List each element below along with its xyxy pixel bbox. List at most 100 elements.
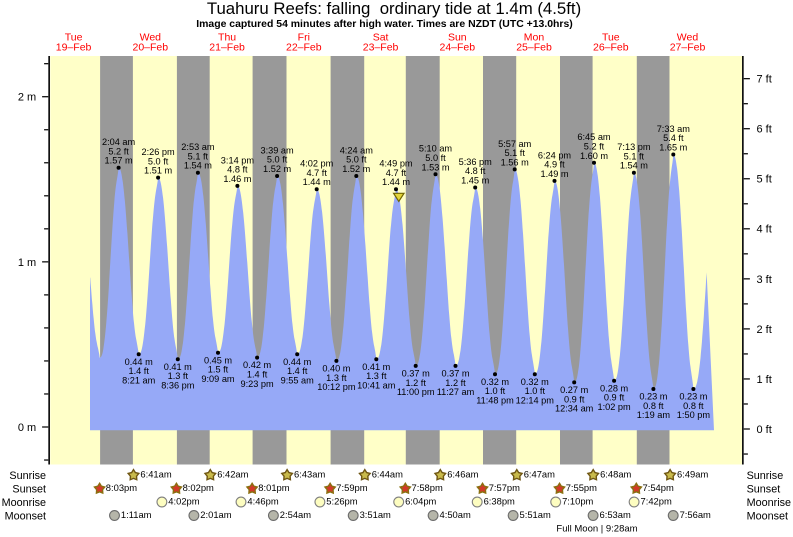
svg-text:1.46 m: 1.46 m — [223, 174, 251, 184]
svg-text:1.2 ft: 1.2 ft — [445, 378, 466, 388]
svg-text:1:50 pm: 1:50 pm — [677, 410, 711, 420]
svg-text:1.5 ft: 1.5 ft — [208, 365, 229, 375]
svg-text:1.51 m: 1.51 m — [144, 166, 172, 176]
svg-text:19–Feb: 19–Feb — [56, 42, 92, 54]
svg-text:0.37 m: 0.37 m — [441, 369, 469, 379]
svg-text:2:04 am: 2:04 am — [102, 137, 136, 147]
svg-text:6:47am: 6:47am — [524, 469, 555, 480]
svg-text:0.44 m: 0.44 m — [125, 357, 153, 367]
svg-text:11:00 pm: 11:00 pm — [397, 387, 435, 397]
svg-text:8:02pm: 8:02pm — [183, 482, 214, 493]
svg-text:0.45 m: 0.45 m — [204, 355, 232, 365]
svg-text:12:14 pm: 12:14 pm — [516, 395, 555, 405]
svg-text:1.52 m: 1.52 m — [263, 164, 291, 174]
svg-text:Tue: Tue — [602, 32, 620, 44]
svg-text:3:14 pm: 3:14 pm — [221, 155, 255, 165]
svg-text:7 ft: 7 ft — [757, 74, 772, 86]
svg-text:Sunrise: Sunrise — [9, 470, 46, 482]
svg-text:6:42am: 6:42am — [217, 469, 248, 480]
svg-text:0.27 m: 0.27 m — [560, 385, 588, 395]
svg-text:4:46pm: 4:46pm — [247, 495, 278, 506]
svg-text:1.60 m: 1.60 m — [580, 151, 608, 161]
svg-text:1.54 m: 1.54 m — [184, 161, 212, 171]
svg-text:1.3 ft: 1.3 ft — [366, 371, 387, 381]
svg-text:8:36 pm: 8:36 pm — [161, 381, 195, 391]
svg-text:0.37 m: 0.37 m — [402, 369, 430, 379]
svg-text:Moonrise: Moonrise — [747, 497, 791, 509]
svg-text:4:24 am: 4:24 am — [340, 145, 374, 155]
svg-text:10:41 am: 10:41 am — [357, 381, 396, 391]
svg-text:Moonrise: Moonrise — [2, 497, 46, 509]
svg-text:5.1 ft: 5.1 ft — [624, 151, 645, 161]
svg-text:1.65 m: 1.65 m — [659, 143, 687, 153]
svg-text:1:19 am: 1:19 am — [637, 410, 671, 420]
svg-text:9:55 am: 9:55 am — [281, 376, 315, 386]
svg-text:0.9 ft: 0.9 ft — [564, 394, 585, 404]
svg-text:6:24 pm: 6:24 pm — [538, 150, 572, 160]
svg-text:8:01pm: 8:01pm — [258, 482, 289, 493]
svg-text:1.56 m: 1.56 m — [501, 157, 529, 167]
svg-text:4.9 ft: 4.9 ft — [544, 160, 565, 170]
svg-text:25–Feb: 25–Feb — [516, 42, 552, 54]
svg-text:1:11am: 1:11am — [121, 509, 152, 520]
svg-text:4.7 ft: 4.7 ft — [306, 168, 327, 178]
svg-text:26–Feb: 26–Feb — [593, 42, 629, 54]
svg-text:7:42pm: 7:42pm — [641, 495, 672, 506]
svg-text:2 ft: 2 ft — [757, 324, 772, 336]
svg-text:1.45 m: 1.45 m — [461, 176, 489, 186]
svg-text:0.42 m: 0.42 m — [243, 360, 271, 370]
svg-text:Moonset: Moonset — [5, 510, 46, 522]
svg-text:6:04pm: 6:04pm — [405, 495, 436, 506]
svg-text:0 m: 0 m — [18, 422, 36, 434]
svg-text:0.44 m: 0.44 m — [283, 357, 311, 367]
svg-text:22–Feb: 22–Feb — [286, 42, 322, 54]
svg-text:Sunset: Sunset — [12, 484, 46, 496]
svg-text:4:49 pm: 4:49 pm — [379, 159, 413, 169]
svg-text:Full Moon | 9:28am: Full Moon | 9:28am — [556, 524, 637, 535]
svg-text:Tuahuru Reefs: falling ordina: Tuahuru Reefs: falling ordinary tide at … — [207, 0, 581, 18]
svg-text:2:26 pm: 2:26 pm — [141, 147, 175, 157]
svg-text:5:51am: 5:51am — [520, 509, 551, 520]
svg-text:5 ft: 5 ft — [757, 174, 772, 186]
svg-text:1.52 m: 1.52 m — [342, 164, 370, 174]
svg-text:23–Feb: 23–Feb — [363, 42, 399, 54]
svg-text:1.2 ft: 1.2 ft — [405, 378, 426, 388]
svg-text:6:44am: 6:44am — [372, 469, 403, 480]
svg-text:1.44 m: 1.44 m — [382, 177, 410, 187]
svg-text:5.0 ft: 5.0 ft — [267, 155, 288, 165]
svg-text:5.4 ft: 5.4 ft — [663, 133, 684, 143]
svg-text:5:36 pm: 5:36 pm — [459, 157, 493, 167]
svg-text:0.40 m: 0.40 m — [322, 364, 350, 374]
svg-text:4.8 ft: 4.8 ft — [465, 166, 486, 176]
svg-text:1.4 ft: 1.4 ft — [287, 366, 308, 376]
svg-text:21–Feb: 21–Feb — [209, 42, 245, 54]
svg-text:6:53am: 6:53am — [600, 509, 631, 520]
svg-text:1.0 ft: 1.0 ft — [485, 386, 506, 396]
svg-text:5.1 ft: 5.1 ft — [188, 151, 209, 161]
svg-text:0.32 m: 0.32 m — [481, 377, 509, 387]
svg-text:Sunset: Sunset — [747, 484, 781, 496]
svg-text:4:50am: 4:50am — [440, 509, 471, 520]
svg-text:9:09 am: 9:09 am — [201, 374, 235, 384]
svg-text:0.41 m: 0.41 m — [164, 362, 192, 372]
svg-text:5:10 am: 5:10 am — [419, 144, 453, 154]
svg-text:7:59pm: 7:59pm — [336, 482, 367, 493]
svg-text:6 ft: 6 ft — [757, 124, 772, 136]
svg-text:5:26pm: 5:26pm — [326, 495, 357, 506]
svg-text:Thu: Thu — [218, 32, 236, 44]
svg-text:20–Feb: 20–Feb — [132, 42, 168, 54]
svg-text:5.0 ft: 5.0 ft — [425, 153, 446, 163]
svg-text:3 ft: 3 ft — [757, 274, 772, 286]
svg-text:5.1 ft: 5.1 ft — [504, 148, 525, 158]
svg-text:7:13 pm: 7:13 pm — [617, 142, 651, 152]
svg-text:10:12 pm: 10:12 pm — [317, 382, 356, 392]
svg-text:2:53 am: 2:53 am — [181, 142, 215, 152]
svg-text:1 ft: 1 ft — [757, 374, 772, 386]
svg-text:7:33 am: 7:33 am — [657, 124, 691, 134]
svg-text:Wed: Wed — [140, 32, 162, 44]
svg-text:Sun: Sun — [448, 32, 467, 44]
svg-text:2:54am: 2:54am — [280, 509, 311, 520]
svg-text:4.8 ft: 4.8 ft — [227, 165, 248, 175]
svg-text:0.9 ft: 0.9 ft — [604, 393, 625, 403]
svg-text:6:41am: 6:41am — [140, 469, 171, 480]
